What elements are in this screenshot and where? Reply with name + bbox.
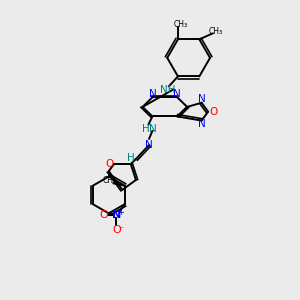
Text: N: N: [198, 94, 206, 104]
Text: N: N: [112, 210, 121, 220]
Text: +: +: [117, 208, 124, 217]
Text: O: O: [99, 210, 108, 220]
Text: O: O: [112, 225, 121, 235]
Text: CH₃: CH₃: [208, 27, 223, 36]
Text: CH₃: CH₃: [174, 20, 188, 29]
Text: H: H: [142, 124, 149, 134]
Text: N: N: [145, 140, 153, 150]
Text: NH: NH: [160, 85, 175, 95]
Text: N: N: [198, 119, 206, 129]
Text: H: H: [127, 153, 135, 163]
Text: ⁻: ⁻: [118, 225, 123, 235]
Text: N: N: [173, 89, 181, 99]
Text: N: N: [148, 89, 156, 99]
Text: O: O: [209, 107, 217, 117]
Text: CH₃: CH₃: [103, 176, 117, 185]
Text: N: N: [148, 124, 156, 134]
Text: O: O: [106, 159, 114, 169]
